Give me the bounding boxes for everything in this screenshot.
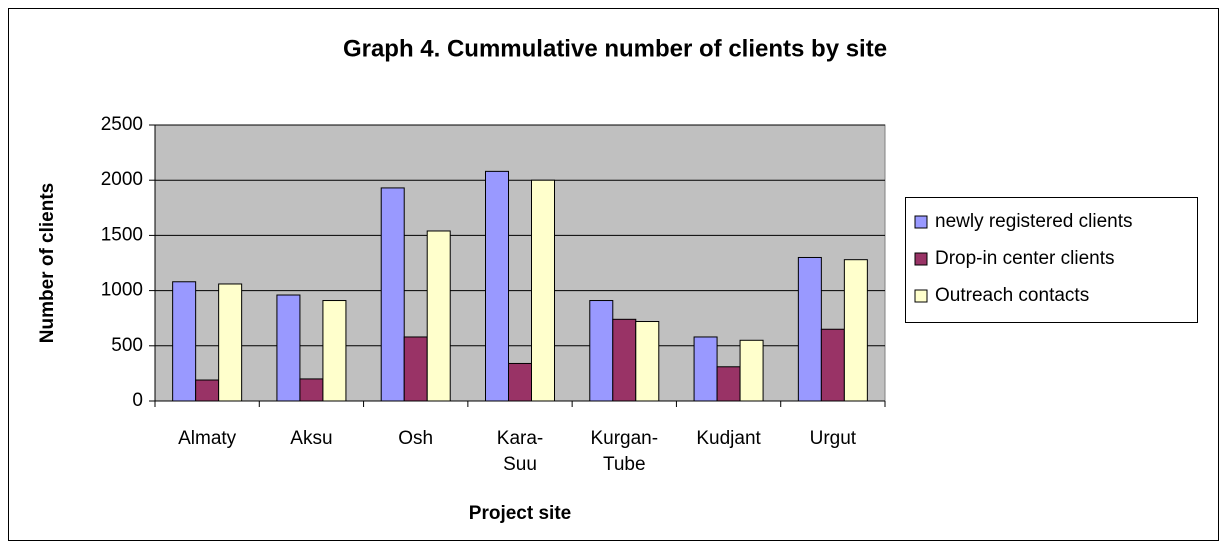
bar: [797, 256, 822, 402]
x-tick-label: Urgut: [810, 428, 857, 449]
bar: [426, 230, 451, 402]
plot-area: [154, 124, 886, 402]
x-tick-label: Kurgan-Tube: [590, 428, 658, 475]
bar: [218, 283, 243, 402]
legend-swatch: [914, 289, 928, 303]
legend-label: Outreach contacts: [935, 285, 1089, 306]
x-tick-label: Aksu: [290, 428, 332, 449]
legend-swatch: [914, 252, 928, 266]
bar: [322, 300, 347, 402]
bar: [693, 336, 718, 402]
y-tick-label: 0: [132, 390, 143, 411]
legend-label: Drop-in center clients: [935, 248, 1115, 269]
bar: [635, 321, 660, 402]
y-tick-label: 1000: [101, 280, 143, 301]
x-tick-label: Kara-Suu: [497, 428, 543, 475]
bar: [195, 379, 220, 402]
x-tick-label: Kudjant: [696, 428, 761, 449]
x-tick-label: Almaty: [178, 428, 237, 449]
bar: [485, 170, 509, 402]
bar: [612, 318, 637, 402]
bar: [589, 300, 614, 402]
bar: [739, 339, 764, 402]
bar: [508, 362, 532, 402]
legend-label: newly registered clients: [935, 211, 1132, 232]
bar: [716, 366, 741, 402]
bar: [403, 336, 428, 402]
x-axis-label: Project site: [469, 503, 571, 524]
y-tick-label: 1500: [101, 224, 143, 245]
bar: [380, 187, 405, 402]
x-tick-label: Osh: [398, 428, 433, 449]
y-tick-label: 500: [111, 335, 143, 356]
bar: [276, 294, 301, 402]
legend: newly registered clients Drop-in center c…: [905, 197, 1198, 323]
bar: [299, 378, 324, 402]
legend-box: [905, 197, 1198, 323]
legend-swatch: [914, 215, 928, 229]
bar: [843, 259, 868, 402]
y-tick-label: 2000: [101, 169, 143, 190]
bar: [172, 281, 197, 402]
chart-title: Graph 4. Cummulative number of clients b…: [343, 35, 887, 62]
bar: [820, 328, 845, 402]
y-axis-label: Number of clients: [37, 183, 58, 343]
bar: [531, 179, 555, 402]
y-tick-label: 2500: [101, 114, 143, 135]
